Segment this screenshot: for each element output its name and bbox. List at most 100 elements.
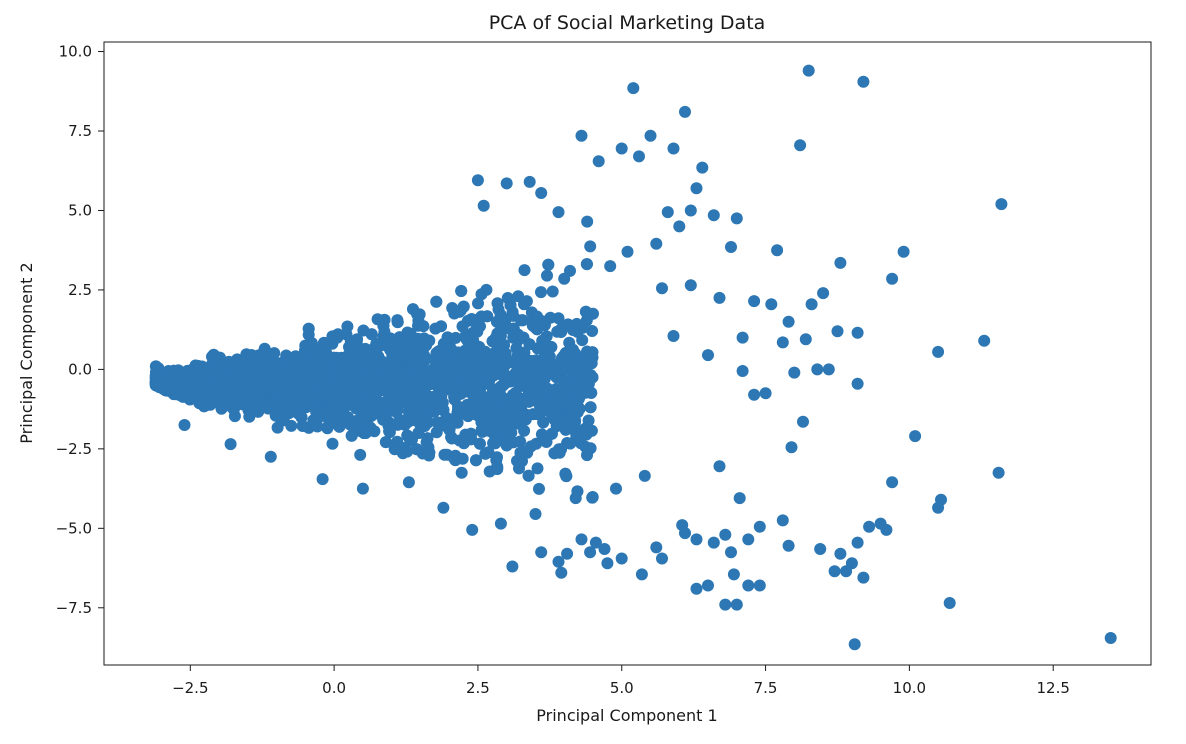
data-point — [782, 315, 795, 328]
cluster-point — [380, 338, 393, 351]
cluster-point — [558, 349, 570, 362]
data-point — [719, 528, 732, 541]
data-point — [733, 492, 746, 505]
data-point — [753, 579, 766, 592]
cluster-point — [471, 343, 484, 356]
data-point — [402, 476, 415, 489]
cluster-point — [499, 433, 512, 446]
data-point — [552, 206, 565, 219]
cluster-point — [536, 362, 549, 374]
cluster-point — [408, 356, 421, 369]
cluster-point — [459, 382, 472, 395]
cluster-point — [455, 466, 468, 479]
cluster-point — [298, 374, 311, 387]
data-point — [684, 279, 697, 292]
x-tick-label: 0.0 — [322, 679, 346, 697]
data-point — [814, 543, 827, 555]
data-point — [581, 215, 594, 228]
cluster-point — [398, 396, 410, 409]
cluster-point — [401, 445, 414, 458]
cluster-point — [391, 338, 404, 351]
cluster-point — [584, 401, 597, 414]
cluster-point — [540, 340, 553, 353]
data-point — [650, 237, 663, 250]
data-point — [805, 298, 818, 311]
y-tick-label: −7.5 — [56, 599, 92, 617]
data-point — [707, 209, 720, 222]
data-point — [932, 345, 945, 358]
data-point — [831, 325, 844, 338]
cluster-point — [326, 437, 339, 450]
data-point — [730, 212, 743, 225]
cluster-point — [424, 378, 437, 390]
data-point — [561, 547, 574, 560]
cluster-point — [413, 308, 426, 321]
cluster-point — [485, 389, 498, 402]
cluster-point — [522, 469, 535, 482]
cluster-point — [496, 403, 509, 416]
cluster-point — [409, 336, 422, 349]
data-point — [776, 336, 789, 349]
cluster-point — [572, 371, 585, 384]
cluster-point — [535, 315, 548, 328]
cluster-point — [412, 319, 424, 332]
cluster-point — [459, 428, 472, 441]
cluster-point — [508, 409, 521, 422]
cluster-point — [423, 446, 436, 459]
x-tick-label: 10.0 — [893, 679, 926, 697]
cluster-point — [333, 373, 346, 386]
x-tick-label: −2.5 — [172, 679, 208, 697]
cluster-point — [243, 410, 256, 423]
cluster-point — [441, 377, 454, 390]
cluster-point — [456, 320, 469, 333]
cluster-point — [474, 353, 487, 366]
cluster-point — [526, 315, 539, 328]
data-point — [466, 523, 479, 536]
cluster-point — [509, 386, 522, 399]
cluster-point — [152, 371, 165, 384]
cluster-point — [569, 385, 582, 398]
cluster-point — [285, 384, 298, 397]
data-point — [1104, 632, 1117, 644]
data-point — [736, 365, 749, 377]
cluster-point — [363, 370, 376, 382]
cluster-point — [215, 368, 228, 381]
data-point — [785, 441, 798, 454]
cluster-point — [176, 368, 188, 381]
data-point — [771, 244, 784, 257]
cluster-point — [311, 420, 324, 433]
data-point — [848, 638, 861, 651]
data-point — [765, 298, 778, 311]
cluster-point — [412, 427, 425, 439]
cluster-point — [354, 448, 367, 461]
data-point — [264, 450, 277, 463]
cluster-point — [277, 365, 290, 378]
cluster-point — [522, 395, 535, 408]
data-point — [725, 546, 737, 559]
cluster-point — [531, 462, 544, 475]
data-point — [788, 366, 801, 379]
plot-frame — [103, 41, 1152, 666]
cluster-point — [391, 370, 404, 382]
cluster-point — [580, 258, 593, 271]
cluster-point — [276, 386, 288, 399]
data-point — [886, 476, 899, 489]
data-point — [794, 139, 807, 152]
cluster-point — [533, 482, 545, 495]
cluster-point — [291, 400, 304, 413]
cluster-point — [471, 325, 484, 338]
cluster-point — [331, 363, 343, 376]
data-point — [797, 415, 809, 428]
data-point — [690, 582, 703, 595]
data-point — [555, 566, 568, 579]
cluster-point — [449, 454, 462, 467]
cluster-point — [503, 322, 516, 335]
cluster-point — [324, 408, 337, 421]
data-point — [604, 260, 617, 273]
cluster-point — [313, 376, 326, 389]
data-point — [943, 597, 956, 609]
cluster-point — [548, 407, 561, 420]
cluster-point — [535, 286, 547, 299]
data-point — [909, 430, 922, 443]
cluster-point — [334, 394, 347, 407]
